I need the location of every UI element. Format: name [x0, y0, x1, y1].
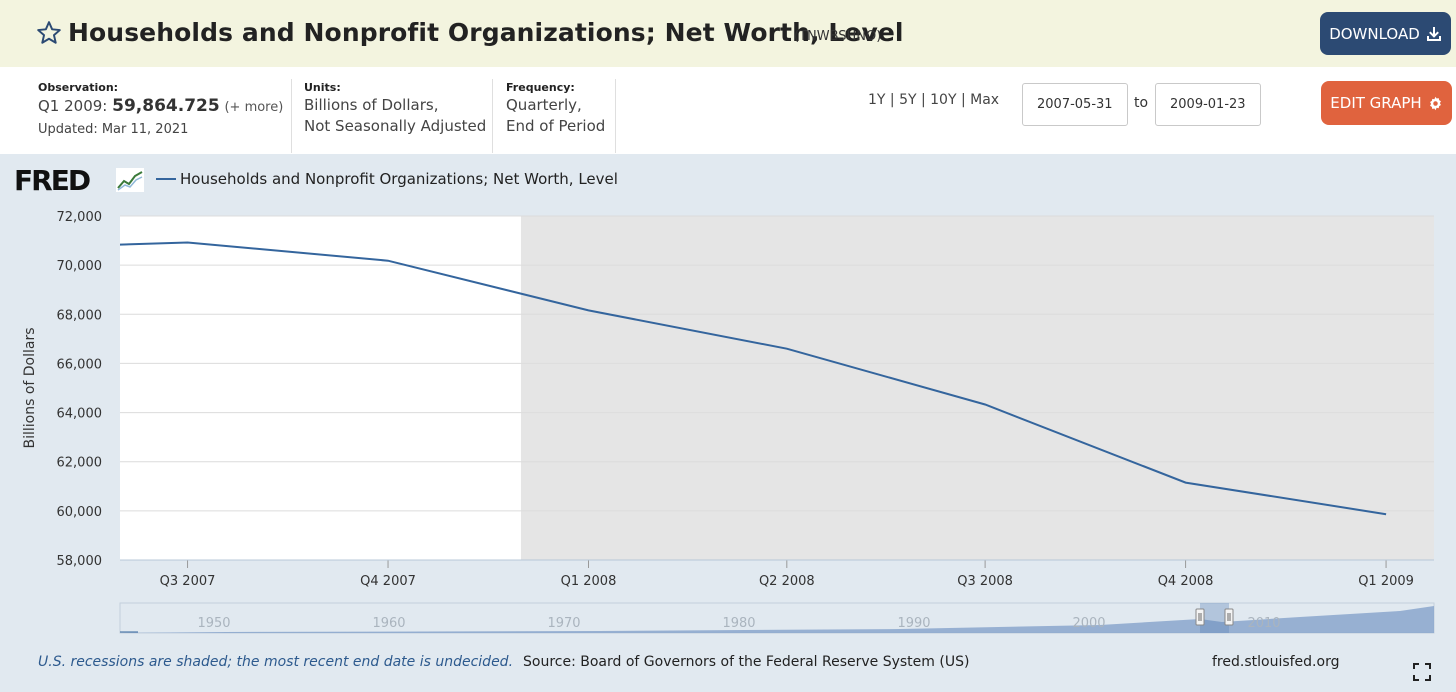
y-tick-label: 62,000: [57, 456, 103, 471]
y-tick-label: 60,000: [57, 505, 103, 520]
navigator-series-area: [120, 606, 1434, 633]
navigator-tick-label: 2010: [1247, 616, 1280, 631]
fred-url-link[interactable]: fred.stlouisfed.org: [1212, 654, 1340, 670]
download-button-label: DOWNLOAD: [1329, 24, 1420, 43]
navigator-tick-label: 2000: [1072, 616, 1105, 631]
y-tick-label: 64,000: [57, 407, 103, 422]
x-tick-label: Q3 2007: [160, 574, 216, 589]
series-line: [120, 241, 1387, 516]
x-tick-label: Q2 2008: [759, 574, 815, 589]
navigator-tick-label: 1960: [372, 616, 405, 631]
recession-note: U.S. recessions are shaded; the most rec…: [38, 654, 514, 670]
header-bar: Households and Nonprofit Organizations; …: [0, 0, 1456, 67]
y-tick-label: 66,000: [57, 357, 103, 372]
source-note: Source: Board of Governors of the Federa…: [523, 654, 970, 670]
legend-label: Households and Nonprofit Organizations; …: [180, 170, 618, 188]
x-tick-label: Q1 2008: [561, 574, 617, 589]
navigator-tick-label: 1980: [722, 616, 755, 631]
frequency-line1: Quarterly,: [506, 96, 582, 114]
x-tick-label: Q1 2009: [1358, 574, 1414, 589]
download-icon: [1426, 26, 1441, 41]
x-tick-label: Q4 2008: [1158, 574, 1214, 589]
x-tick-label: Q3 2008: [957, 574, 1013, 589]
edit-graph-label: EDIT GRAPH: [1330, 94, 1422, 112]
navigator-tick-label: 1990: [897, 616, 930, 631]
download-button[interactable]: DOWNLOAD: [1320, 12, 1451, 55]
y-tick-label: 70,000: [57, 259, 103, 274]
edit-graph-button[interactable]: EDIT GRAPH: [1321, 81, 1452, 125]
units-label: Units:: [304, 81, 341, 94]
x-tick-label: Q4 2007: [360, 574, 416, 589]
series-meta: Observation: Q1 2009: 59,864.725 (+ more…: [0, 67, 1456, 154]
line-chart[interactable]: 58,000 60,000 62,000 64,000 66,000 68,000 70,0…: [0, 154, 1456, 692]
divider: [615, 79, 616, 153]
date-from-input[interactable]: 2007-05-31: [1022, 83, 1128, 126]
fred-logo: FRED: [14, 164, 91, 197]
y-tick-label: 72,000: [57, 210, 103, 225]
navigator-tick-label: 1970: [547, 616, 580, 631]
frequency-line2: End of Period: [506, 117, 606, 135]
gear-icon: [1429, 96, 1441, 110]
star-outline-icon[interactable]: [36, 20, 62, 46]
observation-more-link[interactable]: (+ more): [224, 100, 284, 115]
observation-value: 59,864.725: [112, 96, 220, 116]
units-line2: Not Seasonally Adjusted: [304, 117, 487, 135]
series-code: (TNWBSHNO): [794, 29, 882, 44]
fullscreen-icon[interactable]: [1412, 662, 1432, 682]
divider: [492, 79, 493, 153]
updated-date: Updated: Mar 11, 2021: [38, 122, 189, 137]
observation-line: Q1 2009: 59,864.725 (+ more): [38, 96, 283, 118]
navigator-selection: [1200, 603, 1229, 633]
frequency-label: Frequency:: [506, 81, 575, 94]
observation-period: Q1 2009:: [38, 97, 108, 115]
date-to-input[interactable]: 2009-01-23: [1155, 83, 1261, 126]
recession-shade: [520, 216, 1434, 560]
observation-label: Observation:: [38, 81, 119, 94]
chart-trend-icon: [116, 168, 144, 192]
navigator-handle[interactable]: [1224, 608, 1234, 626]
navigator-handle[interactable]: [1195, 608, 1205, 626]
range-links[interactable]: 1Y | 5Y | 10Y | Max: [868, 92, 1000, 108]
legend-swatch: [156, 178, 176, 180]
units-line1: Billions of Dollars,: [304, 96, 439, 114]
y-tick-label: 68,000: [57, 308, 103, 323]
divider: [291, 79, 292, 153]
y-axis-label: Billions of Dollars: [22, 327, 38, 448]
y-tick-label: 58,000: [57, 554, 103, 569]
graph-panel: FRED Households and Nonprofit Organizati…: [0, 154, 1456, 692]
navigator-tick-label: 1950: [197, 616, 230, 631]
page-title: Households and Nonprofit Organizations; …: [68, 18, 904, 47]
to-label: to: [1134, 95, 1149, 111]
